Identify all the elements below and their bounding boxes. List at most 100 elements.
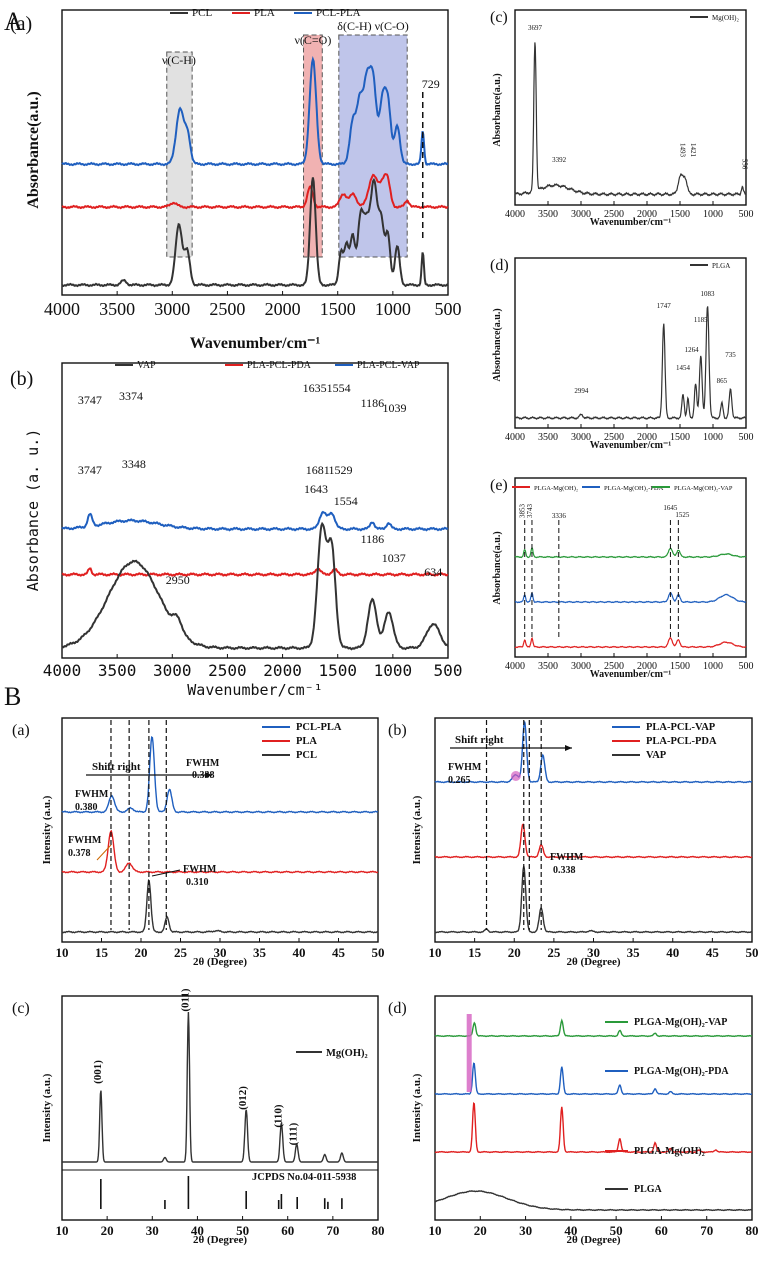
legend-label: PLGA [712, 262, 730, 270]
peak-label: 2950 [166, 573, 190, 587]
peak-label: 556 [740, 159, 748, 170]
highlight-band [303, 34, 323, 258]
x-tick-label: 4000 [505, 209, 525, 220]
x-tick-label: 4000 [43, 661, 82, 680]
x-axis-title: Wavenumber/cm⁻¹ [590, 440, 672, 451]
legend-label: Mg(OH)₂ [712, 14, 739, 22]
peak-label: (111) [288, 1122, 300, 1145]
x-axis-title: 2θ (Degree) [193, 956, 247, 968]
x-tick-label: 15 [468, 945, 482, 960]
annotation: FWHM [75, 789, 109, 800]
peak-label: 1037 [382, 551, 406, 565]
x-tick-label: 500 [739, 661, 754, 672]
series-line-pcl-pla [61, 55, 449, 167]
x-tick-label: 40 [191, 1223, 204, 1238]
x-tick-label: 3500 [98, 661, 137, 680]
x-tick-label: 1000 [375, 299, 411, 319]
x-tick-label: 25 [547, 945, 561, 960]
y-axis-title: Absorbance(a.u.) [492, 73, 503, 146]
series-line-pcl [61, 879, 379, 934]
x-tick-label: 10 [429, 945, 442, 960]
plot-frame [514, 477, 747, 658]
x-tick-label: 80 [372, 1223, 385, 1238]
section-label-A: A [4, 7, 23, 36]
peak-label: 1039 [383, 401, 407, 415]
y-axis-title: Absorbance (a. u.) [24, 429, 42, 592]
peak-label: 3747 [78, 463, 102, 477]
x-tick-label: 60 [281, 1223, 294, 1238]
peak-label: 3392 [552, 156, 567, 164]
series-line-plga [434, 1190, 753, 1212]
pointer-line [96, 844, 112, 861]
x-tick-label: 80 [746, 1223, 759, 1238]
peak-label: 2994 [574, 387, 589, 395]
series-line-plga-mg-oh-vap [514, 546, 747, 559]
peak-label: 3348 [122, 457, 146, 471]
x-tick-label: 2500 [604, 661, 624, 672]
annotation: 0.380 [75, 802, 98, 813]
x-tick-label: 3000 [571, 209, 591, 220]
y-axis-title: Intensity (a.u.) [411, 1073, 423, 1142]
highlight-band [466, 1014, 472, 1092]
x-tick-label: 70 [326, 1223, 339, 1238]
peak-label: 1529 [329, 463, 353, 477]
annotation: Shift right [92, 761, 141, 773]
x-axis-title: 2θ (Degree) [566, 1234, 620, 1246]
legend-label: PLA-PCL-PDA [646, 736, 717, 747]
x-tick-label: 2000 [265, 299, 301, 319]
pointer-line [151, 869, 181, 877]
peak-label: 735 [725, 351, 736, 359]
legend-label: PLGA-Mg(OH)₂-PDA [604, 485, 664, 492]
plot-frame [61, 995, 379, 1221]
x-axis-title: Wavenumber/cm⁻¹ [187, 681, 322, 699]
panel-label: (c) [12, 1000, 30, 1017]
series-line-vap [434, 865, 753, 934]
series-line-plga [514, 306, 747, 421]
legend-label: PLGA-Mg(OH)₂-PDA [634, 1066, 729, 1077]
annotation: ν(C-H) [162, 53, 196, 67]
plot-frame [61, 717, 379, 943]
x-tick-label: 35 [627, 945, 641, 960]
x-tick-label: 1500 [318, 661, 357, 680]
x-tick-label: 1000 [374, 661, 413, 680]
peak-label: 634 [424, 565, 442, 579]
peak-label: 1554 [334, 494, 358, 508]
x-tick-label: 50 [372, 945, 385, 960]
series-line-vap [61, 521, 449, 651]
annotation: FWHM [186, 758, 220, 769]
series-line-plga-mg-oh- [514, 636, 747, 649]
x-tick-label: 500 [739, 209, 754, 220]
x-tick-label: 1500 [320, 299, 356, 319]
peak-label: 1185 [694, 316, 708, 324]
x-tick-label: 1500 [670, 432, 690, 443]
plot-frame [434, 995, 753, 1221]
legend-label: PLA [254, 7, 275, 19]
x-tick-label: 2000 [637, 209, 657, 220]
y-axis-title: Absorbance(a.u.) [492, 308, 503, 381]
annotation: FWHM [68, 835, 102, 846]
series-line-pla-pcl-pda [434, 823, 753, 859]
series-line-mg-oh-2 [62, 1011, 378, 1163]
peak-label: 1186 [361, 396, 385, 410]
x-tick-label: 1500 [670, 661, 690, 672]
peak-label: 3697 [528, 24, 543, 32]
peak-label: 1525 [675, 511, 690, 519]
panel-label: (d) [388, 1000, 407, 1017]
panel-label: (b) [10, 368, 33, 390]
x-tick-label: 1000 [703, 209, 723, 220]
x-tick-label: 3000 [154, 299, 190, 319]
series-line-pla [61, 829, 379, 874]
annotation: FWHM [550, 852, 584, 863]
peak-label: 3747 [78, 393, 102, 407]
peak-label: 1747 [657, 302, 672, 310]
plot-frame [514, 257, 747, 429]
x-tick-label: 3000 [153, 661, 192, 680]
x-tick-label: 3000 [571, 661, 591, 672]
x-tick-label: 35 [253, 945, 267, 960]
series-line-pcl-pla [61, 735, 379, 814]
x-tick-label: 30 [214, 945, 227, 960]
peak-label: 865 [717, 377, 728, 385]
legend-label: PCL [296, 750, 317, 761]
x-axis-title: Wavenumber/cm⁻¹ [590, 217, 672, 228]
peak-label: 3743 [526, 504, 534, 519]
